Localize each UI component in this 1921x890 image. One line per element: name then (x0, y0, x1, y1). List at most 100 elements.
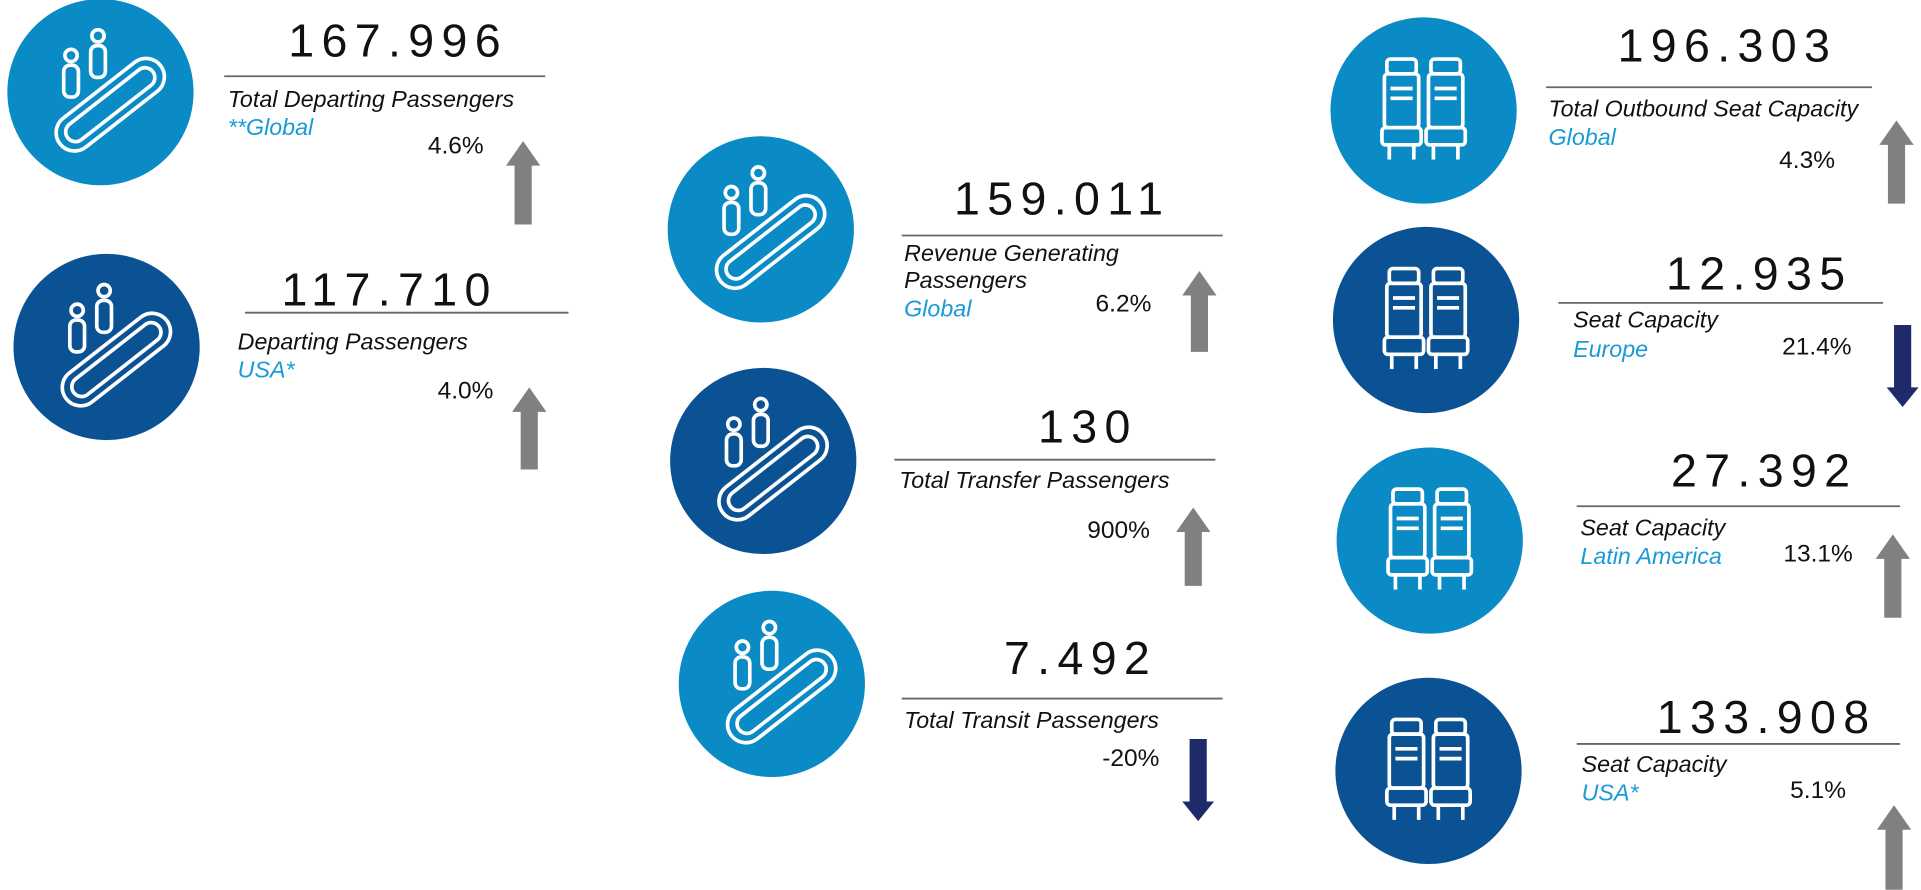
escalator-rail (726, 434, 820, 513)
escalator-rail (60, 311, 173, 408)
seat-icon (1380, 57, 1468, 160)
kpi-value: 133.908 (1657, 691, 1877, 743)
trend-up-arrow (1176, 507, 1211, 586)
kpi-value: 7.492 (1004, 632, 1157, 684)
kpi-change: 900% (1087, 517, 1150, 544)
trend-up-arrow (1879, 120, 1914, 204)
person-head (69, 302, 86, 319)
person-head (734, 639, 751, 656)
people (61, 27, 108, 99)
escalator-icon (60, 311, 173, 408)
kpi-label: Total Departing Passengers (228, 86, 515, 112)
kpi-change: 5.1% (1790, 777, 1846, 804)
person-head (63, 47, 80, 64)
seat-icon (1386, 487, 1474, 590)
kpi-card: 167.996 Total Departing Passengers**Globa… (7, 0, 546, 225)
kpi-region: Latin America (1580, 543, 1721, 569)
escalator-rail (63, 65, 157, 144)
escalator-rail (735, 657, 829, 736)
person-head (96, 282, 113, 299)
kpi-value: 117.710 (281, 263, 497, 315)
kpi-region: Global (1549, 124, 1617, 150)
kpi-change: 21.4% (1782, 333, 1851, 360)
person-body (67, 318, 87, 354)
kpi-value: 27.392 (1671, 445, 1857, 497)
person-head (750, 165, 767, 181)
icon-circle (678, 590, 865, 778)
kpi-change: 4.3% (1779, 147, 1835, 174)
seat-cushion (1385, 786, 1428, 808)
icon-circle (1336, 447, 1523, 634)
icon-circle (667, 136, 854, 323)
escalator-icon (54, 56, 167, 153)
kpi-card: 7.492 Total Transit Passengers -20% (678, 590, 1223, 822)
trend-down-arrow (1886, 324, 1919, 408)
escalator-rail (724, 203, 818, 281)
icon-circle (13, 253, 200, 441)
person-head (90, 27, 106, 44)
kpi-label: Seat Capacity (1582, 751, 1728, 777)
kpi-region: USA* (238, 357, 296, 383)
trend-up-arrow (1182, 271, 1217, 352)
kpi-change: 13.1% (1783, 540, 1852, 567)
trend-up-arrow (505, 141, 541, 225)
escalator-rail (714, 193, 827, 291)
person-body (94, 298, 114, 335)
person-body (733, 655, 752, 691)
icon-circle (1332, 226, 1520, 414)
people (724, 396, 770, 468)
person-head (752, 396, 769, 413)
escalator-icon (725, 648, 838, 745)
person-body (61, 63, 81, 99)
escalator-rail (717, 425, 829, 522)
escalator-rail (54, 56, 167, 153)
seat-cushion (1386, 555, 1430, 577)
person-body (722, 200, 741, 237)
people (733, 619, 779, 691)
seat-cushion (1380, 125, 1423, 147)
kpi-label: Total Transit Passengers (904, 707, 1159, 733)
kpi-region: **Global (228, 114, 314, 140)
kpi-card: 159.011 Revenue Generating PassengersGlob… (667, 136, 1223, 352)
seat-cushion (1382, 335, 1426, 357)
kpi-label: Total Outbound Seat Capacity (1549, 96, 1860, 122)
kpi-change: 4.0% (438, 377, 494, 404)
seat-cushion (1430, 555, 1474, 577)
kpi-card: 130 Total Transfer Passengers 900% (670, 367, 1216, 586)
person-body (88, 43, 108, 80)
seat-cushion (1429, 786, 1472, 808)
escalator-rail (725, 648, 838, 745)
kpi-label: Revenue Generating Passengers (904, 240, 1125, 293)
person-head (761, 619, 778, 636)
kpi-label: Seat Capacity (1573, 306, 1719, 332)
icon-circle (1330, 17, 1517, 204)
escalator-icon (717, 425, 829, 522)
person-body (749, 180, 768, 217)
kpi-region: Europe (1573, 336, 1648, 362)
trend-up-arrow (1875, 534, 1910, 618)
seat-icon (1385, 717, 1472, 820)
kpi-value: 167.996 (288, 15, 508, 67)
seat-icon (1382, 266, 1470, 370)
escalator-icon (714, 193, 827, 291)
person-body (751, 412, 770, 449)
icon-circle (670, 367, 857, 555)
person-head (725, 416, 742, 433)
kpi-value: 196.303 (1618, 20, 1838, 72)
seat-cushion (1424, 125, 1468, 147)
person-body (760, 635, 779, 672)
kpi-change: -20% (1102, 745, 1159, 772)
person-head (723, 184, 740, 201)
kpi-region: USA* (1582, 779, 1640, 805)
trend-up-arrow (1876, 805, 1912, 890)
kpi-card: 12.935 Seat Capacity Europe 21.4% (1332, 226, 1919, 414)
kpi-change: 4.6% (428, 132, 484, 159)
trend-down-arrow (1182, 739, 1215, 822)
kpi-label: Departing Passengers (238, 328, 469, 354)
kpi-card: 196.303 Total Outbound Seat CapacityGloba… (1330, 17, 1914, 204)
kpi-label: Seat Capacity (1580, 515, 1726, 541)
icon-circle (1335, 677, 1522, 864)
